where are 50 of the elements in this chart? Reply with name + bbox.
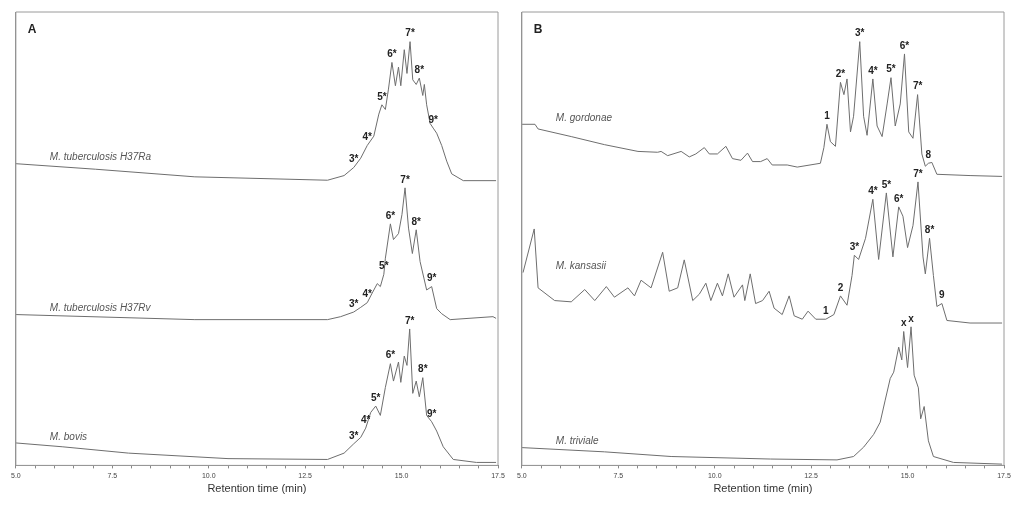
series-label: M. tuberculosis H37Ra xyxy=(49,151,152,163)
annotation: 2 xyxy=(837,281,844,293)
x-axis-title: Retention time (min) xyxy=(713,482,813,495)
annotation: 3* xyxy=(349,297,359,309)
annotation: 1 xyxy=(823,304,830,316)
annotation: x xyxy=(908,312,915,324)
annotation: 4* xyxy=(360,413,371,425)
annotation: 3* xyxy=(349,153,359,165)
annotation: 5* xyxy=(379,260,389,272)
series-label: M. gordonae xyxy=(555,112,613,124)
series-label: M. kansasii xyxy=(555,260,607,272)
annotation: 2* xyxy=(835,68,846,80)
annotation: x xyxy=(900,317,907,329)
annotation: 7* xyxy=(913,167,923,179)
annotation: 8* xyxy=(411,215,422,227)
annotation: 5* xyxy=(881,178,892,190)
annotation: 9* xyxy=(426,272,437,284)
chart-title: B xyxy=(533,22,543,37)
annotation: 4* xyxy=(362,288,373,300)
annotation: 3* xyxy=(349,429,359,441)
x-axis-title: Retention time (min) xyxy=(207,482,307,495)
annotation: 5* xyxy=(371,391,381,403)
series-label: M. tuberculosis H37Rv xyxy=(49,302,152,314)
annotation: 6* xyxy=(385,209,396,221)
annotation: 4* xyxy=(868,64,878,76)
chart-title: A xyxy=(27,22,37,37)
annotation: 8 xyxy=(925,149,932,161)
annotation: 6* xyxy=(893,192,904,204)
annotation: 1 xyxy=(824,110,831,122)
annotation: 8* xyxy=(414,63,425,75)
annotation: 3* xyxy=(855,27,865,39)
series-label: M. triviale xyxy=(555,435,600,447)
annotation: 9* xyxy=(428,113,439,125)
annotation: 5* xyxy=(886,63,896,75)
annotation: 6* xyxy=(385,349,396,361)
annotation: 6* xyxy=(387,48,397,60)
annotation: 5* xyxy=(377,90,387,102)
series-label: M. bovis xyxy=(49,430,88,442)
annotation: 3* xyxy=(849,240,860,252)
annotation: 8* xyxy=(924,224,935,236)
annotation: 4* xyxy=(868,185,878,197)
annotation: 9* xyxy=(426,407,437,419)
annotation: 7* xyxy=(400,173,410,185)
annotation: 7* xyxy=(405,27,415,39)
annotation: 6* xyxy=(899,39,910,51)
annotation: 4* xyxy=(362,131,373,143)
annotation: 7* xyxy=(404,314,415,326)
annotation: 7* xyxy=(912,80,923,92)
annotation: 8* xyxy=(418,363,428,375)
annotation: 9 xyxy=(939,289,946,301)
